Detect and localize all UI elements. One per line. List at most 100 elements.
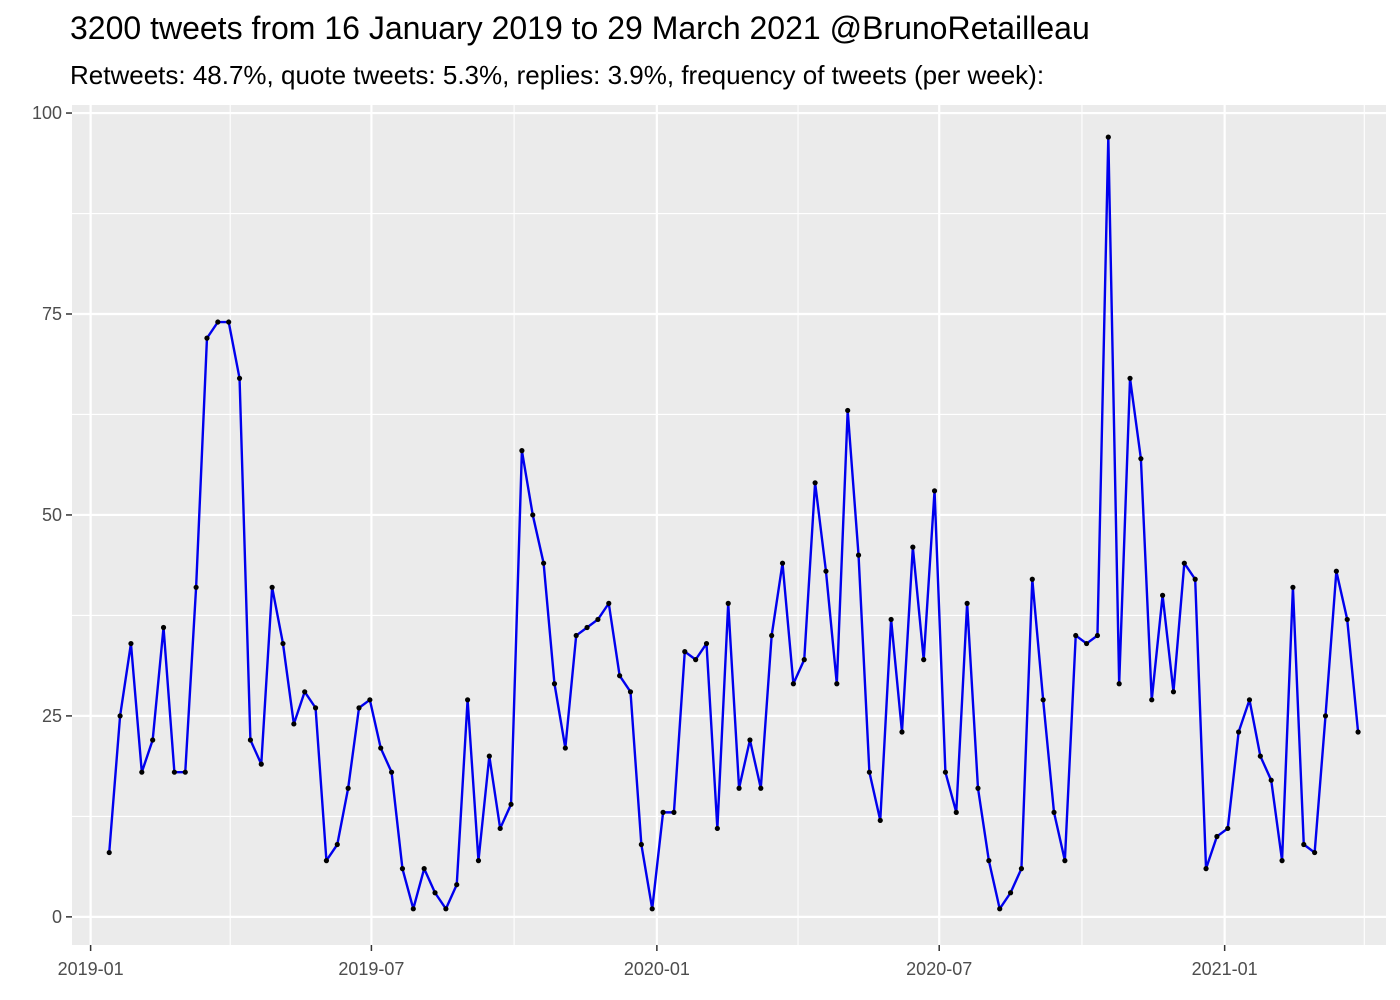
series-line bbox=[108, 135, 1360, 911]
data-point bbox=[291, 721, 297, 727]
data-point bbox=[551, 681, 558, 687]
data-point bbox=[986, 858, 992, 864]
data-point bbox=[953, 809, 959, 815]
data-point bbox=[671, 809, 677, 815]
data-point bbox=[410, 906, 416, 912]
data-point bbox=[1214, 833, 1220, 840]
data-point bbox=[855, 552, 862, 558]
data-point bbox=[247, 737, 254, 743]
x-tick-label: 2020-07 bbox=[906, 959, 972, 979]
data-point bbox=[703, 640, 710, 647]
data-point bbox=[714, 825, 720, 832]
chart-subtitle: Retweets: 48.7%, quote tweets: 5.3%, rep… bbox=[70, 60, 1045, 90]
data-point bbox=[1290, 584, 1296, 590]
data-point bbox=[1029, 576, 1035, 582]
data-point bbox=[834, 681, 840, 687]
data-point bbox=[975, 785, 981, 791]
data-point bbox=[530, 512, 536, 518]
data-point bbox=[269, 584, 275, 590]
data-point bbox=[432, 890, 438, 896]
data-point bbox=[226, 319, 232, 325]
data-point bbox=[312, 705, 319, 711]
data-point bbox=[1051, 809, 1057, 815]
data-point bbox=[150, 737, 156, 743]
y-axis-tick-labels: 0 25 50 75 100 bbox=[32, 103, 62, 927]
data-point bbox=[682, 649, 688, 655]
data-point bbox=[649, 906, 655, 912]
data-point bbox=[899, 729, 905, 735]
y-tick-label: 75 bbox=[42, 304, 62, 324]
data-point bbox=[693, 657, 699, 663]
data-point bbox=[1149, 697, 1155, 703]
data-point bbox=[1160, 592, 1166, 598]
data-point bbox=[302, 689, 308, 695]
data-point bbox=[1268, 777, 1274, 783]
data-point bbox=[204, 335, 210, 341]
data-point bbox=[1083, 640, 1090, 647]
data-point bbox=[1355, 729, 1361, 735]
data-point bbox=[486, 753, 492, 759]
data-point bbox=[758, 785, 764, 791]
data-point bbox=[964, 600, 970, 606]
data-point bbox=[1007, 890, 1014, 896]
data-point bbox=[497, 825, 503, 832]
data-point bbox=[1225, 825, 1231, 832]
data-point bbox=[334, 841, 340, 848]
data-point bbox=[845, 407, 851, 414]
data-point bbox=[736, 785, 742, 791]
y-tick-label: 0 bbox=[52, 907, 62, 927]
data-point bbox=[1105, 134, 1111, 140]
data-point bbox=[931, 488, 938, 494]
data-point bbox=[356, 705, 362, 711]
data-point bbox=[562, 745, 568, 751]
y-tick-label: 50 bbox=[42, 505, 62, 525]
data-point bbox=[1246, 697, 1253, 703]
data-point bbox=[345, 785, 351, 791]
data-point bbox=[997, 906, 1003, 912]
data-point bbox=[443, 906, 449, 912]
data-point bbox=[747, 737, 753, 743]
data-point bbox=[877, 817, 883, 824]
data-point bbox=[508, 801, 514, 807]
data-point bbox=[1257, 753, 1263, 759]
data-point bbox=[660, 809, 666, 815]
data-point bbox=[1138, 456, 1144, 462]
data-point bbox=[128, 640, 134, 647]
data-point bbox=[378, 745, 384, 751]
data-point bbox=[465, 697, 471, 703]
data-point bbox=[1116, 681, 1122, 687]
data-point bbox=[1203, 866, 1209, 872]
data-point bbox=[1236, 729, 1242, 735]
plot-panel bbox=[72, 105, 1386, 945]
x-tick-label: 2019-01 bbox=[58, 959, 124, 979]
data-point bbox=[399, 866, 406, 872]
data-point bbox=[1333, 568, 1339, 574]
data-point bbox=[388, 769, 395, 775]
data-point bbox=[1279, 858, 1285, 864]
data-point bbox=[421, 866, 427, 872]
data-point bbox=[910, 544, 916, 550]
minor-gridlines bbox=[72, 105, 1386, 945]
x-tick-label: 2021-01 bbox=[1192, 959, 1258, 979]
x-axis-tick-labels: 2019-01 2019-07 2020-01 2020-07 2021-01 bbox=[58, 959, 1258, 979]
y-tick-label: 25 bbox=[42, 706, 62, 726]
data-points bbox=[106, 134, 1361, 912]
data-point bbox=[812, 480, 818, 486]
data-point bbox=[606, 600, 612, 606]
data-point bbox=[258, 761, 264, 767]
data-point bbox=[779, 560, 786, 566]
data-point bbox=[171, 769, 177, 775]
data-point bbox=[573, 632, 579, 639]
data-point bbox=[1322, 713, 1329, 719]
data-point bbox=[1181, 560, 1187, 566]
data-point bbox=[280, 640, 286, 647]
y-tick-label: 100 bbox=[32, 103, 62, 123]
data-point bbox=[1301, 841, 1307, 848]
data-point bbox=[1073, 632, 1079, 639]
data-point bbox=[823, 568, 829, 574]
data-point bbox=[627, 689, 634, 695]
data-point bbox=[725, 600, 731, 606]
data-point bbox=[888, 616, 894, 623]
data-point bbox=[595, 616, 601, 623]
